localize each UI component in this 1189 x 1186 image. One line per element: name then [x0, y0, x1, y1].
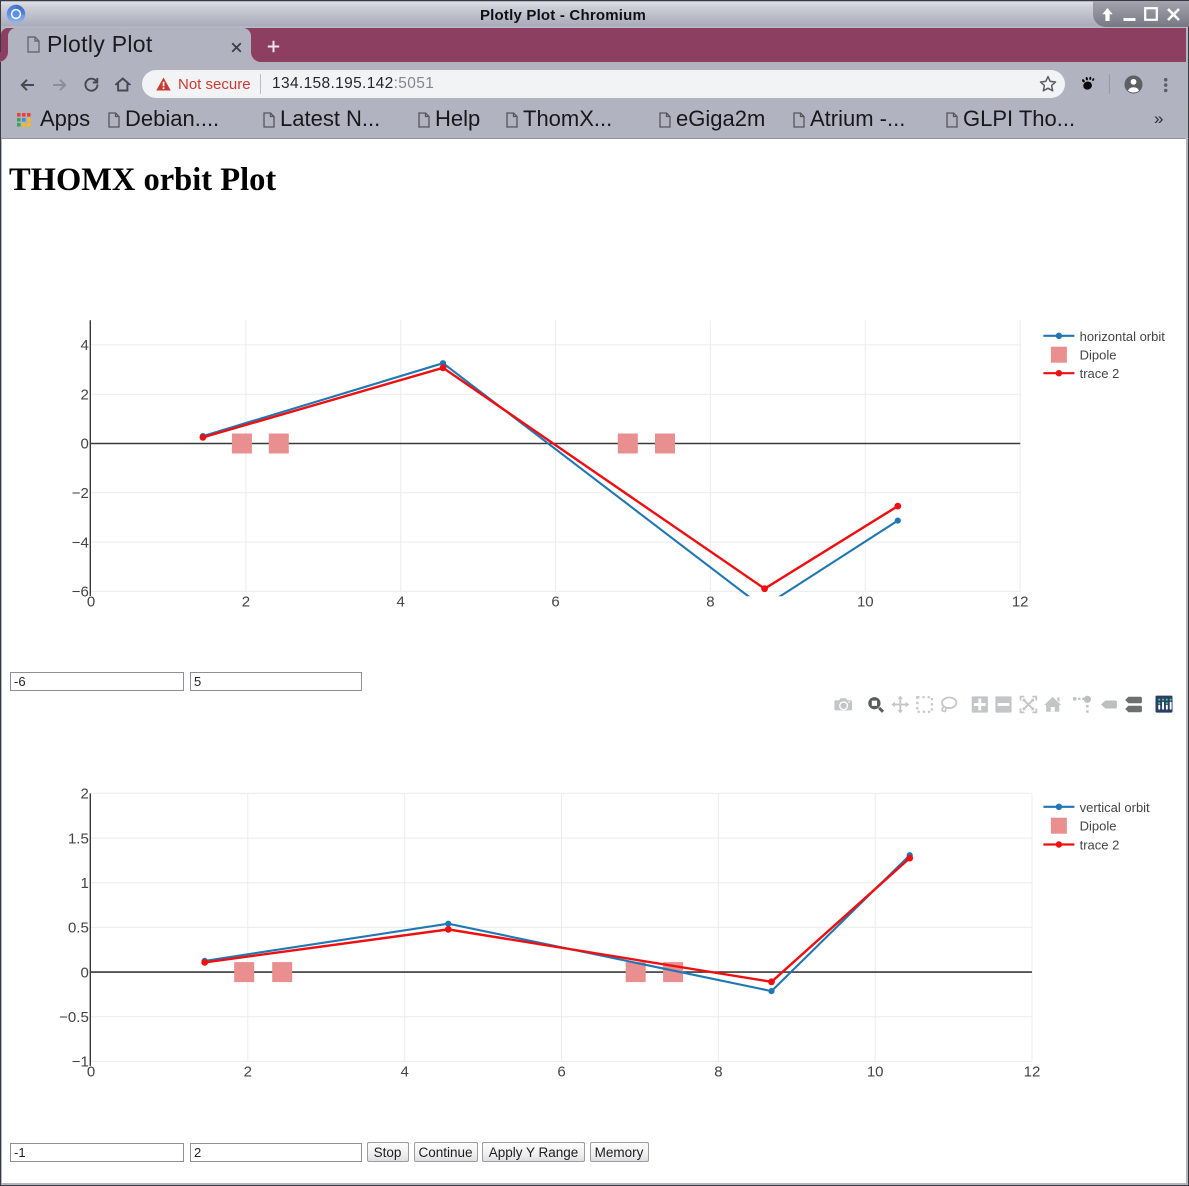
svg-text:trace 2: trace 2 — [1080, 838, 1120, 853]
svg-text:6: 6 — [551, 594, 559, 611]
svg-text:vertical orbit: vertical orbit — [1080, 800, 1150, 815]
svg-text:2: 2 — [80, 786, 88, 803]
svg-text:0: 0 — [80, 436, 88, 453]
svg-text:2: 2 — [244, 1064, 252, 1081]
svg-text:12: 12 — [1024, 1064, 1041, 1081]
svg-text:10: 10 — [857, 594, 874, 611]
svg-text:2: 2 — [80, 386, 88, 403]
svg-text:trace 2: trace 2 — [1080, 366, 1120, 381]
svg-text:−2: −2 — [72, 485, 89, 502]
svg-text:0.5: 0.5 — [68, 920, 89, 937]
svg-text:4: 4 — [80, 337, 88, 354]
svg-text:−1: −1 — [72, 1054, 89, 1071]
svg-text:0: 0 — [87, 1064, 95, 1081]
svg-text:4: 4 — [397, 594, 405, 611]
svg-text:1: 1 — [80, 875, 88, 892]
svg-text:2: 2 — [242, 594, 250, 611]
svg-text:1.5: 1.5 — [68, 830, 89, 847]
svg-text:6: 6 — [557, 1064, 565, 1081]
svg-text:−0.5: −0.5 — [59, 1009, 89, 1026]
svg-text:8: 8 — [714, 1064, 722, 1081]
svg-text:0: 0 — [87, 594, 95, 611]
svg-text:Dipole: Dipole — [1080, 348, 1117, 363]
svg-text:horizontal orbit: horizontal orbit — [1080, 329, 1166, 344]
svg-text:Dipole: Dipole — [1080, 819, 1117, 834]
svg-text:−6: −6 — [72, 584, 89, 601]
svg-text:8: 8 — [706, 594, 714, 611]
svg-text:10: 10 — [867, 1064, 884, 1081]
svg-text:4: 4 — [401, 1064, 409, 1081]
svg-text:−4: −4 — [72, 534, 89, 551]
svg-text:12: 12 — [1012, 594, 1029, 611]
svg-text:0: 0 — [80, 964, 88, 981]
